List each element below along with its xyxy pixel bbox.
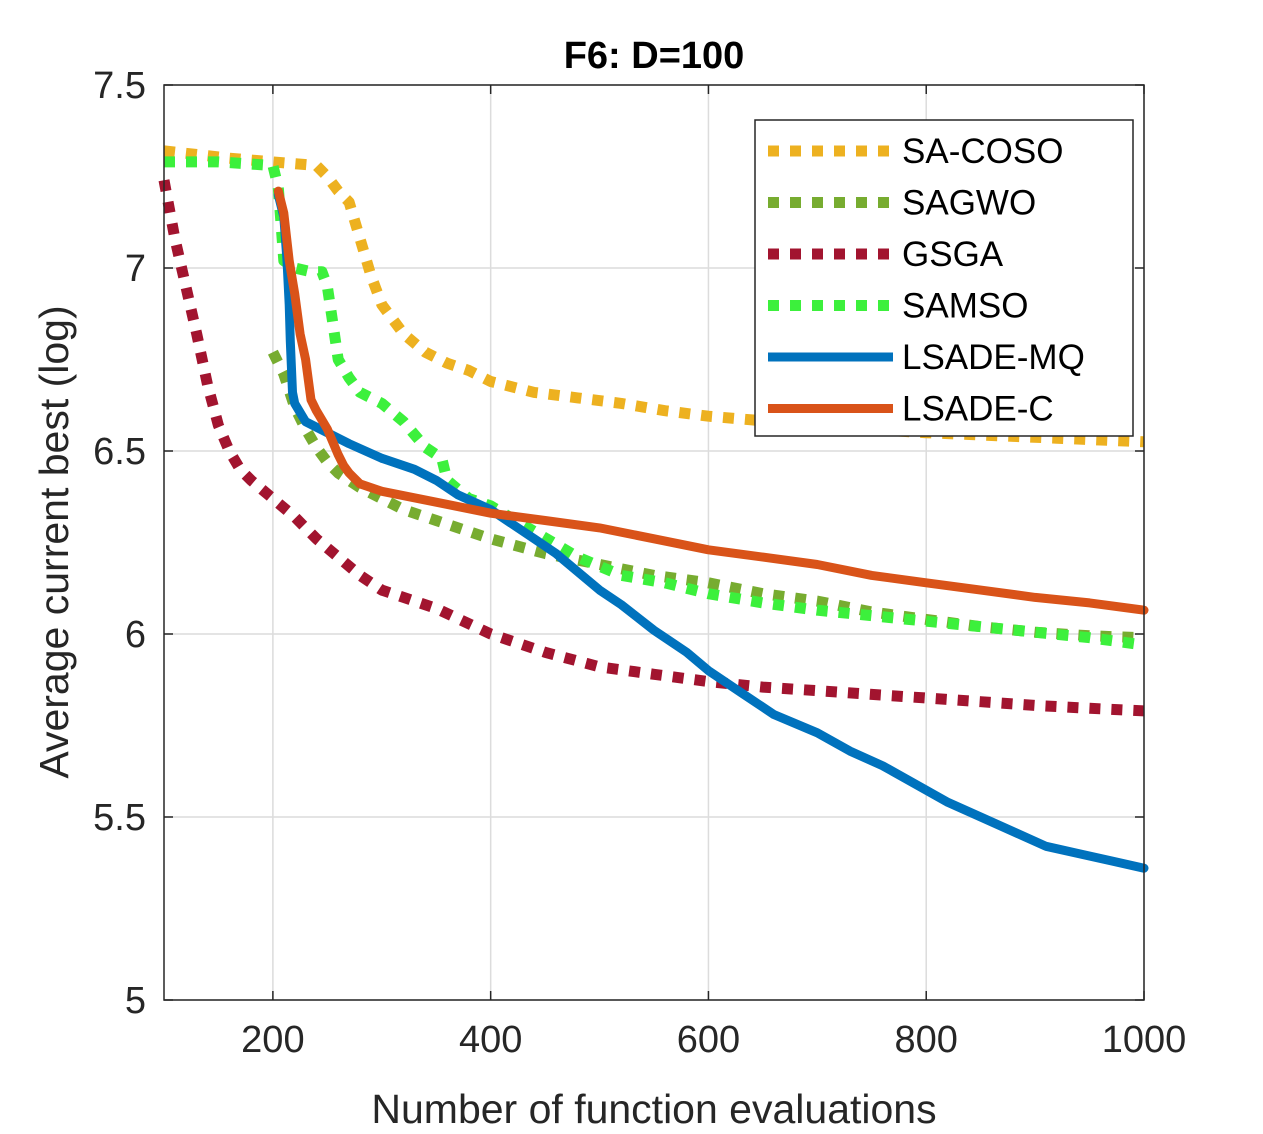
y-tick-label: 6.5 bbox=[93, 431, 146, 473]
y-tick-label: 5.5 bbox=[93, 797, 146, 839]
legend-label: GSGA bbox=[902, 235, 1004, 274]
y-tick-label: 6 bbox=[125, 614, 146, 656]
legend-label: LSADE-MQ bbox=[902, 338, 1085, 377]
legend-label: LSADE-C bbox=[902, 390, 1054, 429]
series-line-gsga bbox=[158, 179, 1145, 717]
y-tick-label: 7 bbox=[125, 248, 146, 290]
plot-frame bbox=[163, 84, 1145, 1001]
x-tick-label: 400 bbox=[459, 1019, 522, 1061]
legend-label: SA-COSO bbox=[902, 132, 1063, 171]
legend-label: SAMSO bbox=[902, 287, 1028, 326]
y-tick-label: 7.5 bbox=[93, 65, 146, 107]
x-tick-label: 200 bbox=[241, 1019, 304, 1061]
y-axis-title: Average current best (log) bbox=[31, 305, 77, 778]
legend-box bbox=[754, 119, 1134, 437]
series-line-samso bbox=[164, 156, 1145, 651]
series-line-lsade-c bbox=[273, 186, 1149, 615]
x-tick-label: 1000 bbox=[1102, 1019, 1187, 1061]
x-tick-label: 600 bbox=[677, 1019, 740, 1061]
chart-title: F6: D=100 bbox=[564, 35, 745, 77]
y-tick-label: 5 bbox=[125, 980, 146, 1022]
series-line-lsade-mq bbox=[273, 190, 1149, 873]
x-tick-label: 800 bbox=[895, 1019, 958, 1061]
x-axis-title: Number of function evaluations bbox=[371, 1086, 936, 1132]
axis-ticks: 200 400 600 800 1000 5 5.5 6 6.5 7 7.5 bbox=[93, 65, 1186, 1061]
legend: SA-COSO SAGWO GSGA SAMSO LSADE-MQ LSADE-C bbox=[754, 119, 1134, 437]
series-line-sagwo bbox=[267, 349, 1145, 644]
legend-label: SAGWO bbox=[902, 184, 1036, 223]
